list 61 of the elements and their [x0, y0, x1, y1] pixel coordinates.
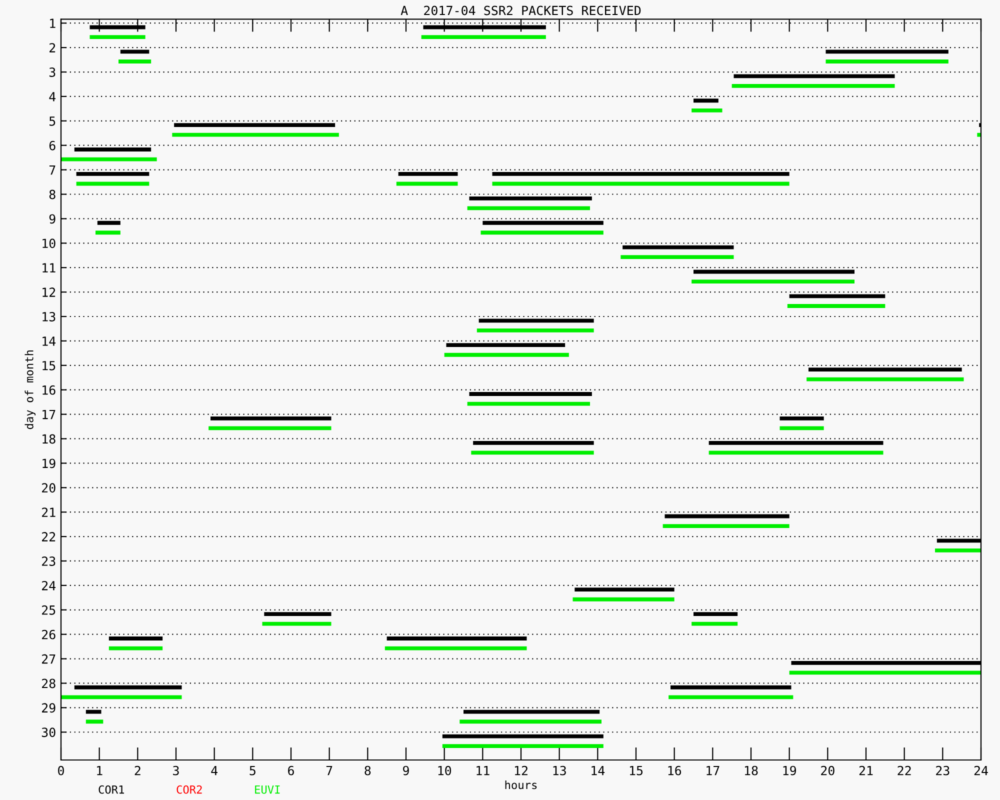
y-axis-title: day of month — [24, 350, 36, 430]
y-tick-label: 22 — [42, 532, 56, 542]
y-tick-label: 6 — [49, 140, 56, 150]
y-tick-label: 12 — [42, 288, 56, 297]
y-tick-label: 18 — [42, 434, 56, 444]
y-tick-label: 28 — [42, 678, 56, 688]
y-tick-label: 14 — [42, 336, 56, 346]
y-tick-label: 17 — [42, 410, 56, 420]
y-tick-label: 1 — [50, 18, 56, 28]
x-tick-label: 13 — [553, 766, 566, 776]
y-tick-label: 10 — [42, 238, 56, 248]
x-tick-label: 8 — [364, 766, 371, 776]
x-axis-title: hours — [505, 780, 537, 790]
x-tick-label: 12 — [514, 766, 528, 776]
x-tick-label: 20 — [821, 766, 834, 776]
y-tick-label: 13 — [42, 312, 56, 322]
x-tick-label: 9 — [403, 766, 409, 776]
x-tick-label: 10 — [438, 766, 452, 776]
x-tick-label: 1 — [97, 766, 102, 776]
y-tick-label: 15 — [42, 361, 56, 370]
y-tick-label: 11 — [42, 263, 56, 272]
y-tick-label: 3 — [49, 68, 56, 77]
y-tick-label: 29 — [42, 703, 56, 713]
legend-label: COR2 — [176, 785, 202, 794]
x-tick-label: 24 — [974, 766, 988, 776]
x-tick-label: 7 — [326, 766, 332, 776]
text: EUVI — [255, 786, 280, 794]
x-tick-label: 21 — [859, 766, 873, 776]
x-tick-label: 0 — [58, 766, 64, 776]
x-tick-label: 15 — [630, 766, 643, 776]
chart-title: A 2017-04 SSR2 PACKETS RECEIVED — [400, 6, 641, 16]
y-tick-label: 21 — [42, 508, 56, 517]
y-tick-label: 27 — [42, 654, 56, 664]
y-tick-label: 26 — [42, 630, 56, 640]
y-tick-label: 7 — [49, 165, 56, 175]
x-tick-label: 2 — [134, 766, 140, 776]
x-tick-label: 19 — [783, 766, 796, 776]
x-tick-label: 17 — [706, 766, 720, 776]
y-tick-label: 16 — [42, 385, 56, 395]
y-tick-label: 30 — [42, 728, 56, 738]
y-tick-label: 4 — [49, 92, 56, 102]
x-tick-label: 4 — [211, 766, 218, 776]
y-tick-label: 23 — [42, 556, 56, 566]
y-tick-label: 20 — [42, 483, 56, 493]
x-tick-label: 16 — [668, 766, 682, 776]
y-tick-label: 9 — [49, 214, 56, 224]
y-tick-label: 25 — [42, 605, 56, 615]
text: COR1 — [98, 785, 124, 794]
y-tick-label: 8 — [49, 190, 56, 200]
y-tick-label: 24 — [42, 580, 56, 590]
x-tick-label: 6 — [288, 766, 294, 776]
x-tick-label: 3 — [173, 766, 179, 776]
x-tick-label: 5 — [250, 766, 256, 776]
y-tick-label: 19 — [42, 458, 56, 468]
y-tick-label: 5 — [49, 116, 56, 126]
x-tick-label: 11 — [476, 766, 490, 776]
y-tick-label: 2 — [50, 43, 56, 52]
x-tick-label: 22 — [898, 766, 911, 776]
x-tick-label: 14 — [592, 766, 605, 776]
x-tick-label: 23 — [936, 766, 950, 776]
x-tick-label: 18 — [744, 766, 758, 776]
